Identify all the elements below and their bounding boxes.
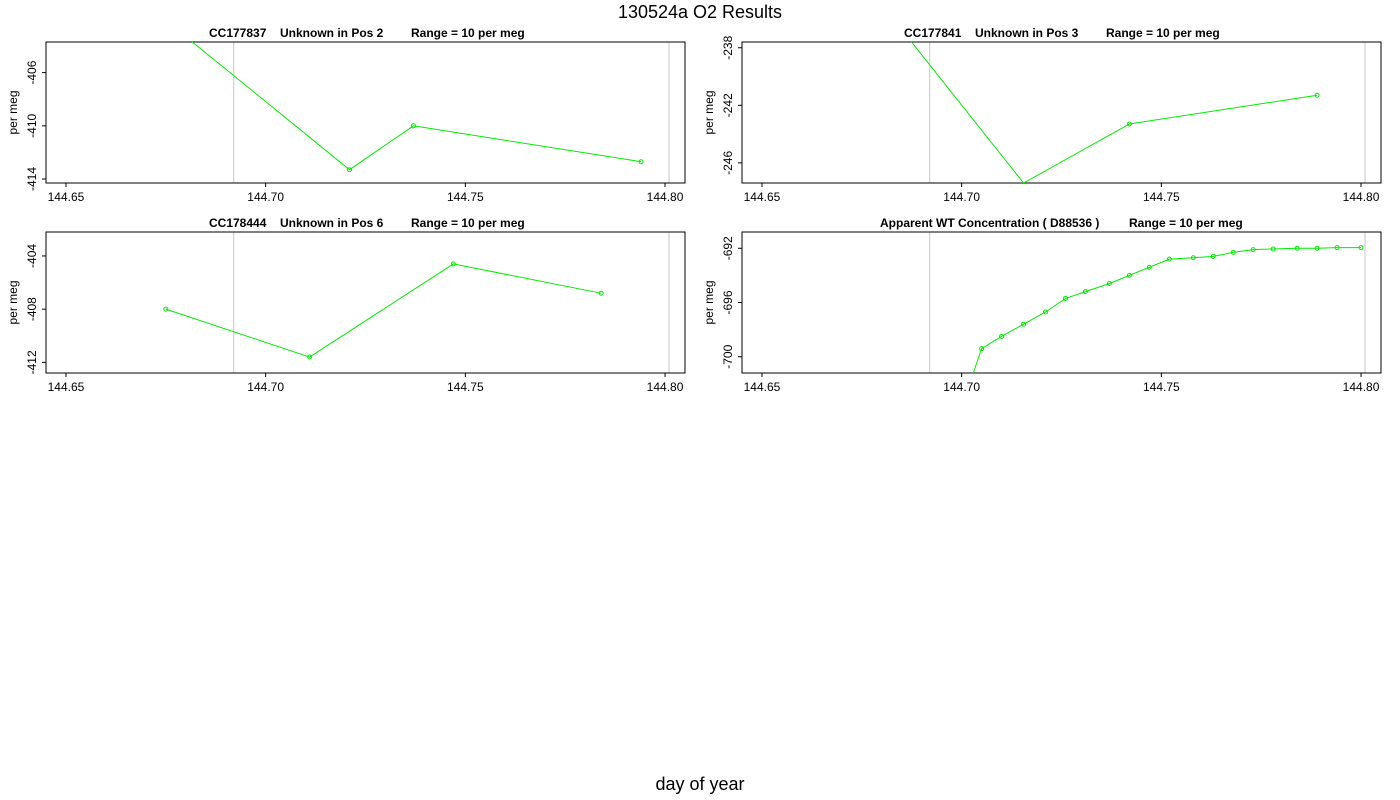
plot-frame (741, 41, 1382, 184)
plot-frame (45, 41, 686, 184)
chart-panel-1: 144.65 144.70 144.75 144.80 -406 -410 -414 per … (6, 26, 686, 204)
y-tick-label: -238 (721, 35, 735, 59)
y-tick-label: -408 (25, 297, 39, 321)
panel-title-part: Range = 10 per meg (411, 216, 525, 230)
x-tick-label: 144.75 (1143, 190, 1180, 204)
data-point (1270, 246, 1276, 252)
panel-title-part: Apparent WT Concentration ( D88536 ) (880, 216, 1099, 230)
y-tick-label: -404 (25, 244, 39, 268)
y-axis-label: per meg (702, 90, 716, 134)
data-point (1314, 245, 1320, 251)
data-point (1126, 121, 1132, 127)
data-point (163, 306, 169, 312)
y-axis-label: per meg (6, 280, 20, 324)
data-point (1334, 245, 1340, 251)
plot-frame (741, 231, 1382, 374)
data-point (598, 290, 604, 296)
x-tick-label: 144.80 (647, 380, 684, 394)
data-point (1021, 321, 1027, 327)
data-point (1230, 249, 1236, 255)
data-point (1250, 247, 1256, 253)
x-tick-label: 144.80 (647, 190, 684, 204)
data-point (1126, 272, 1132, 278)
x-tick-label: 144.75 (447, 190, 484, 204)
series-line (972, 247, 1362, 373)
panel-title-part: Range = 10 per meg (1129, 216, 1243, 230)
data-point (1043, 309, 1049, 315)
data-point (1082, 289, 1088, 295)
x-axis-label: day of year (655, 774, 745, 794)
y-axis-label: per meg (6, 90, 20, 134)
x-tick-label: 144.75 (1143, 380, 1180, 394)
data-point (347, 167, 353, 173)
panel-title-part: Unknown in Pos 3 (975, 26, 1079, 40)
panel-title-part: CC177837 (209, 26, 267, 40)
x-tick-label: 144.65 (744, 190, 781, 204)
data-point (979, 346, 985, 352)
y-tick-label: -412 (25, 350, 39, 374)
panel-title-part: Range = 10 per meg (411, 26, 525, 40)
data-point (1062, 295, 1068, 301)
x-tick-label: 144.65 (744, 380, 781, 394)
x-tick-label: 144.70 (943, 190, 980, 204)
x-tick-label: 144.80 (1343, 380, 1380, 394)
series-line (165, 263, 602, 358)
y-tick-label: -410 (25, 113, 39, 137)
y-tick-label: -246 (721, 151, 735, 175)
y-tick-label: -696 (721, 290, 735, 314)
series-group (972, 245, 1364, 373)
data-point (410, 123, 416, 129)
series-line (910, 42, 1318, 183)
panel-title-part: Unknown in Pos 2 (280, 26, 384, 40)
y-tick-label: -414 (25, 167, 39, 191)
data-point (1106, 281, 1112, 287)
data-point (1190, 255, 1196, 261)
page-title: 130524a O2 Results (617, 2, 783, 22)
x-tick-label: 144.80 (1343, 190, 1380, 204)
panel-title-part: Unknown in Pos 6 (280, 216, 384, 230)
chart-panel-4: 144.65 144.70 144.75 144.80 -692 -696 -700 per … (702, 216, 1382, 394)
series-group (910, 42, 1320, 183)
data-point (1358, 245, 1364, 251)
data-point (450, 261, 456, 267)
x-tick-label: 144.70 (247, 380, 284, 394)
panel-title-part: CC178444 (209, 216, 267, 230)
x-tick-label: 144.65 (48, 190, 85, 204)
y-tick-label: -700 (721, 344, 735, 368)
data-point (1210, 253, 1216, 259)
y-tick-label: -406 (25, 60, 39, 84)
data-point (307, 354, 313, 360)
plot-frame (45, 231, 686, 374)
x-tick-label: 144.70 (247, 190, 284, 204)
data-point (1146, 264, 1152, 270)
y-axis-label: per meg (702, 280, 716, 324)
y-tick-label: -692 (721, 236, 735, 260)
data-point (1314, 92, 1320, 98)
x-tick-label: 144.70 (943, 380, 980, 394)
data-point (638, 159, 644, 165)
panel-title-part: CC177841 (904, 26, 962, 40)
chart-panel-2: 144.65 144.70 144.75 144.80 -238 -242 -246 per … (702, 26, 1382, 204)
series-group (191, 42, 644, 173)
panel-title-part: Range = 10 per meg (1106, 26, 1220, 40)
data-point (999, 333, 1005, 339)
x-tick-label: 144.65 (48, 380, 85, 394)
chart-panel-3: 144.65 144.70 144.75 144.80 -404 -408 -412 per … (6, 216, 686, 394)
data-point (1294, 245, 1300, 251)
y-tick-label: -242 (721, 93, 735, 117)
x-tick-label: 144.75 (447, 380, 484, 394)
data-point (1166, 256, 1172, 262)
series-group (163, 261, 604, 360)
series-line (191, 42, 642, 171)
